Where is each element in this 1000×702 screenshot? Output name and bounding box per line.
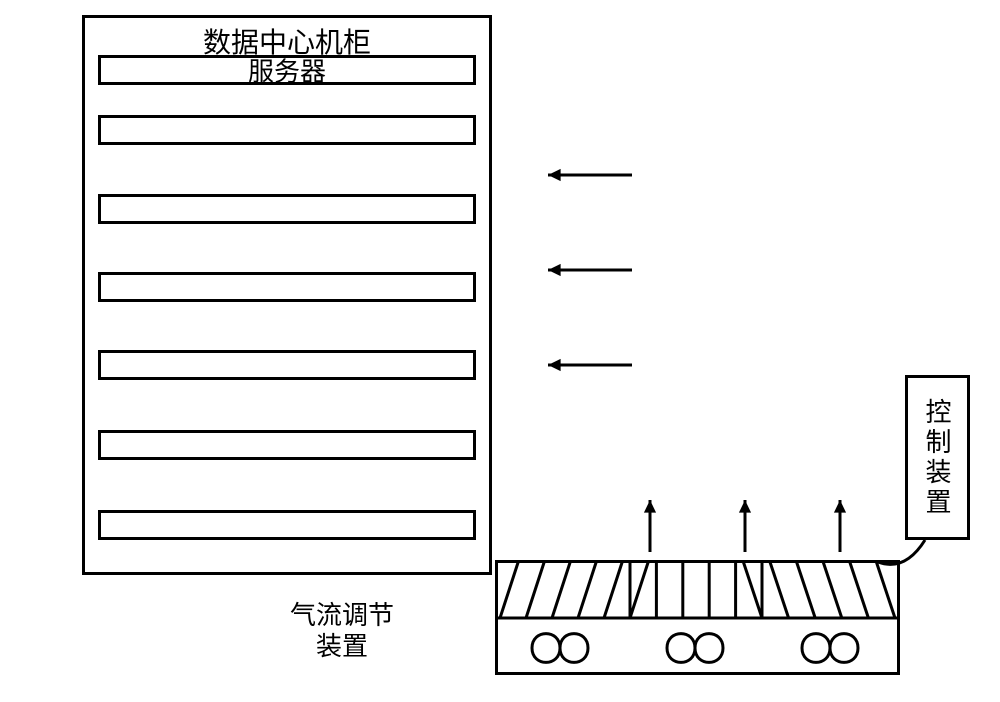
controller-wire — [0, 0, 1000, 702]
diagram-canvas: 数据中心机柜 服务器 气流调节装置 控制装置 — [0, 0, 1000, 702]
